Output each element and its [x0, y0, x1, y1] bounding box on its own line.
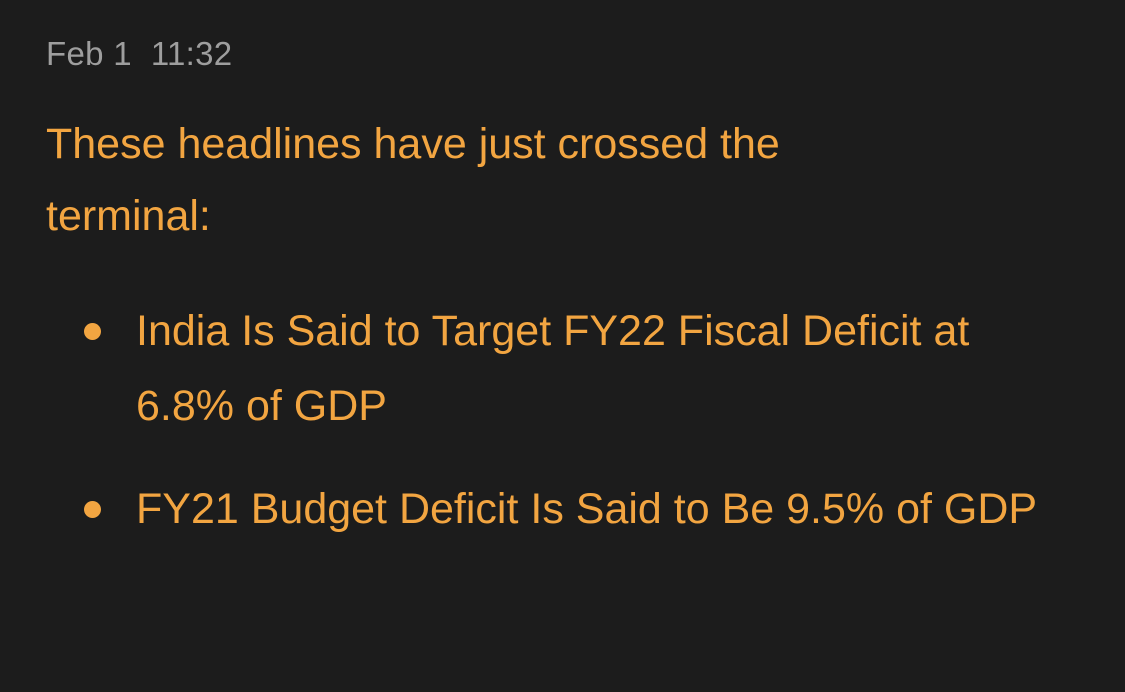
headline-text: FY21 Budget Deficit Is Said to Be 9.5% o…: [136, 485, 1038, 533]
headline-item: India Is Said to Target FY22 Fiscal Defi…: [46, 294, 1046, 444]
bullet-icon: [84, 501, 101, 518]
headline-text: India Is Said to Target FY22 Fiscal Defi…: [136, 307, 970, 430]
headline-item: FY21 Budget Deficit Is Said to Be 9.5% o…: [46, 472, 1046, 547]
message-intro: These headlines have just crossed the te…: [46, 120, 780, 240]
headline-list: India Is Said to Target FY22 Fiscal Defi…: [46, 294, 1085, 547]
bullet-icon: [84, 323, 101, 340]
message-timestamp: Feb 1 11:32: [46, 35, 233, 72]
